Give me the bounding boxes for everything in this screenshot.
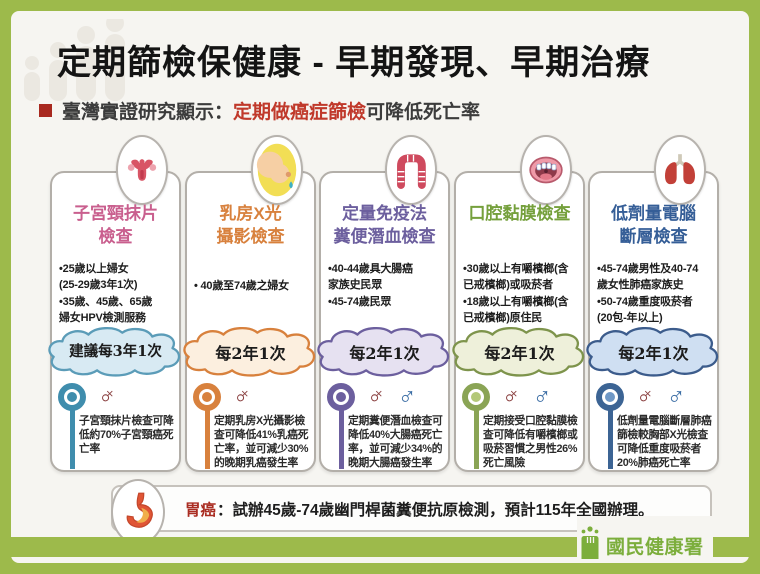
card-title: 定量免疫法 糞便潛血檢查	[333, 204, 436, 246]
pin-icon	[462, 383, 490, 411]
frequency-label: 每2年1次	[484, 344, 555, 363]
gender-symbols: ♀ ♂	[360, 379, 417, 412]
pin-stem	[70, 410, 75, 469]
eligibility-list: • 40歲至74歲之婦女	[194, 280, 289, 292]
male-symbol-icon: ♂	[666, 382, 686, 410]
pin-icon	[193, 383, 221, 411]
gastric-cancer-banner: 胃癌 ：試辦45歲-74歲幽門桿菌糞便抗原檢測，預計115年全國辦理。	[111, 479, 712, 545]
female-symbol-icon: ♀	[494, 379, 528, 413]
card-fecal-occult-blood: 定量免疫法 糞便潛血檢查 •40-44歲具大腸癌 家族史民眾 •45-74歲民眾…	[317, 135, 450, 472]
card-mammography: 乳房X光 攝影檢查 • 40歲至74歲之婦女 每2年1次 ♀ 定期乳房X光攝影檢…	[183, 135, 316, 472]
subtitle-highlight: 定期做癌症篩檢	[233, 102, 367, 123]
banner-label: 胃癌	[185, 501, 217, 519]
hpa-logo-icon	[581, 526, 599, 559]
card-cervical-pap: 子宮頸抹片 檢查 •25歲以上婦女 (25-29歲3年1次) •35歲、45歲、…	[48, 135, 181, 472]
frequency-label: 建議每3年1次	[69, 343, 162, 360]
pin-icon	[58, 383, 86, 411]
banner-body: ：試辦45歲-74歲幽門桿菌糞便抗原檢測，預計115年全國辦理。	[217, 501, 654, 519]
eligibility-list: •25歲以上婦女 (25-29歲3年1次) •35歲、45歲、65歲 婦女HPV…	[59, 263, 153, 324]
benefit-text: 定期糞便潛血檢查可降低40%大腸癌死亡率，並可減少34%的晚期大腸癌發生率	[348, 415, 443, 470]
frequency-cloud: 每2年1次	[178, 323, 323, 381]
card-title: 乳房X光 攝影檢查	[216, 204, 285, 246]
colon-icon	[385, 135, 437, 205]
card-low-dose-ct: 低劑量電腦 斷層檢查 •45-74歲男性及40-74 歲女性肺癌家族史 •50-…	[586, 135, 719, 472]
square-bullet-icon	[39, 104, 52, 117]
footer-green-bar	[11, 537, 749, 557]
pin-stem	[205, 410, 210, 469]
people-watermark-icon	[17, 14, 129, 106]
pin-stem	[474, 410, 479, 469]
page-title: 定期篩檢保健康 - 早期發現、早期治療	[57, 44, 651, 82]
frequency-cloud: 每2年1次	[447, 323, 592, 381]
banner-text: 胃癌 ：試辦45歲-74歲幽門桿菌糞便抗原檢測，預計115年全國辦理。	[185, 487, 654, 530]
poster-page: 定期篩檢保健康 - 早期發現、早期治療 臺灣實證研究顯示：定期做癌症篩檢可降低死…	[11, 11, 749, 563]
benefit-text: 子宮頸抹片檢查可降低約70%子宮頸癌死亡率	[79, 415, 174, 456]
breast-icon	[251, 135, 303, 205]
pin-stem	[339, 410, 344, 469]
frequency-cloud: 每2年1次	[312, 323, 457, 381]
benefit-text: 定期接受口腔黏膜檢查可降低有嚼檳榔或吸菸習慣之男性26%死亡風險	[483, 415, 578, 470]
frequency-label: 每2年1次	[618, 344, 689, 363]
subtitle-prefix: 臺灣實證研究顯示：	[62, 102, 234, 123]
frequency-cloud: 建議每3年1次	[43, 323, 188, 381]
subtitle-text: 臺灣實證研究顯示：定期做癌症篩檢可降低死亡率	[62, 97, 480, 124]
female-symbol-icon: ♀	[628, 379, 662, 413]
eligibility-list: •30歲以上有嚼檳榔(含 已戒檳榔)或吸菸者 •18歲以上有嚼檳榔(含 已戒檳榔…	[463, 263, 569, 324]
uterus-icon	[116, 135, 168, 205]
mouth-icon	[520, 135, 572, 205]
eligibility-list: •45-74歲男性及40-74 歲女性肺癌家族史 •50-74歲重度吸菸者 (2…	[597, 263, 699, 324]
frequency-cloud: 每2年1次	[581, 323, 726, 381]
gender-symbols: ♀	[226, 379, 259, 412]
female-symbol-icon: ♀	[359, 379, 393, 413]
stomach-icon	[111, 479, 165, 545]
subtitle: 臺灣實證研究顯示：定期做癌症篩檢可降低死亡率	[39, 97, 480, 124]
gender-symbols: ♀	[91, 379, 124, 412]
gender-symbols: ♀ ♂	[629, 379, 686, 412]
lungs-icon	[654, 135, 706, 205]
card-title: 低劑量電腦 斷層檢查	[611, 204, 696, 246]
pin-icon	[596, 383, 624, 411]
gender-symbols: ♀ ♂	[495, 379, 552, 412]
male-symbol-icon: ♂	[532, 382, 552, 410]
hpa-logo-text: 國民健康署	[606, 537, 704, 558]
female-symbol-icon: ♀	[225, 379, 259, 413]
subtitle-suffix: 可降低死亡率	[366, 102, 481, 123]
pin-icon	[327, 383, 355, 411]
frequency-label: 每2年1次	[215, 344, 286, 363]
card-title: 口腔黏膜檢查	[468, 204, 571, 223]
male-symbol-icon: ♂	[397, 382, 417, 410]
female-symbol-icon: ♀	[90, 379, 124, 413]
frequency-label: 每2年1次	[349, 344, 420, 363]
hpa-logo: 國民健康署	[577, 516, 713, 563]
benefit-text: 定期乳房X光攝影檢查可降低41%乳癌死亡率，並可減少30%的晚期乳癌發生率	[214, 415, 309, 470]
benefit-text: 低劑量電腦斷層肺癌篩檢較胸部X光檢查可降低重度吸菸者20%肺癌死亡率	[617, 415, 712, 470]
card-title: 子宮頸抹片 檢查	[73, 204, 158, 246]
pin-stem	[608, 410, 613, 469]
eligibility-list: •40-44歲具大腸癌 家族史民眾 •45-74歲民眾	[328, 263, 413, 308]
card-oral-mucosa: 口腔黏膜檢查 •30歲以上有嚼檳榔(含 已戒檳榔)或吸菸者 •18歲以上有嚼檳榔…	[452, 135, 585, 472]
